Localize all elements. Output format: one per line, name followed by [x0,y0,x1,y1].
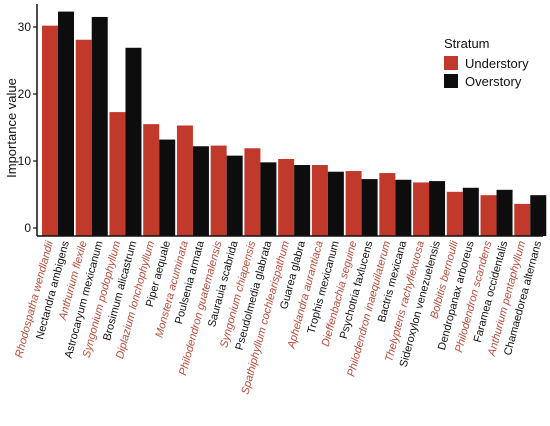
bar-understory-8 [311,165,328,236]
y-tick-label: 20 [18,87,32,101]
bar-understory-10 [379,173,396,236]
bar-overstory-9 [361,179,378,236]
bar-understory-7 [278,158,295,236]
bar-overstory-5 [226,155,243,236]
bar-overstory-11 [429,181,446,236]
bar-understory-2 [109,112,126,236]
legend: Stratum Understory Overstory [444,36,529,89]
y-tick-label: 10 [18,154,32,168]
bars-group [42,11,547,237]
bar-understory-3 [143,124,160,236]
bar-overstory-7 [294,165,311,236]
y-tick-label: 0 [24,221,31,235]
bar-overstory-10 [395,179,412,236]
legend-swatch-overstory [444,74,458,88]
legend-label-overstory: Overstory [465,74,522,89]
bar-overstory-6 [260,162,277,236]
bar-understory-14 [514,203,531,236]
bar-overstory-1 [91,16,108,237]
legend-swatch-understory [444,56,458,70]
bar-overstory-2 [125,47,142,236]
bar-understory-11 [413,182,430,236]
bar-understory-4 [176,125,193,236]
y-tick-label: 30 [18,20,32,34]
bar-understory-12 [446,191,463,236]
bar-understory-9 [345,171,362,236]
bar-overstory-12 [462,187,479,236]
bar-overstory-3 [159,139,176,236]
legend-label-understory: Understory [465,56,529,71]
y-axis-label: Importance value [4,78,19,178]
legend-title: Stratum [444,36,490,51]
bar-understory-0 [42,25,58,236]
bar-overstory-13 [496,189,513,236]
bar-overstory-8 [327,171,344,236]
bar-understory-5 [210,145,227,236]
bar-overstory-0 [58,11,74,237]
axes-group [36,4,543,237]
bar-overstory-14 [530,195,547,236]
bar-overstory-4 [192,146,209,236]
bar-understory-1 [75,39,92,237]
bar-understory-6 [244,148,261,236]
bar-understory-13 [480,195,497,236]
y-ticks-group: 0 10 20 30 [18,20,37,235]
